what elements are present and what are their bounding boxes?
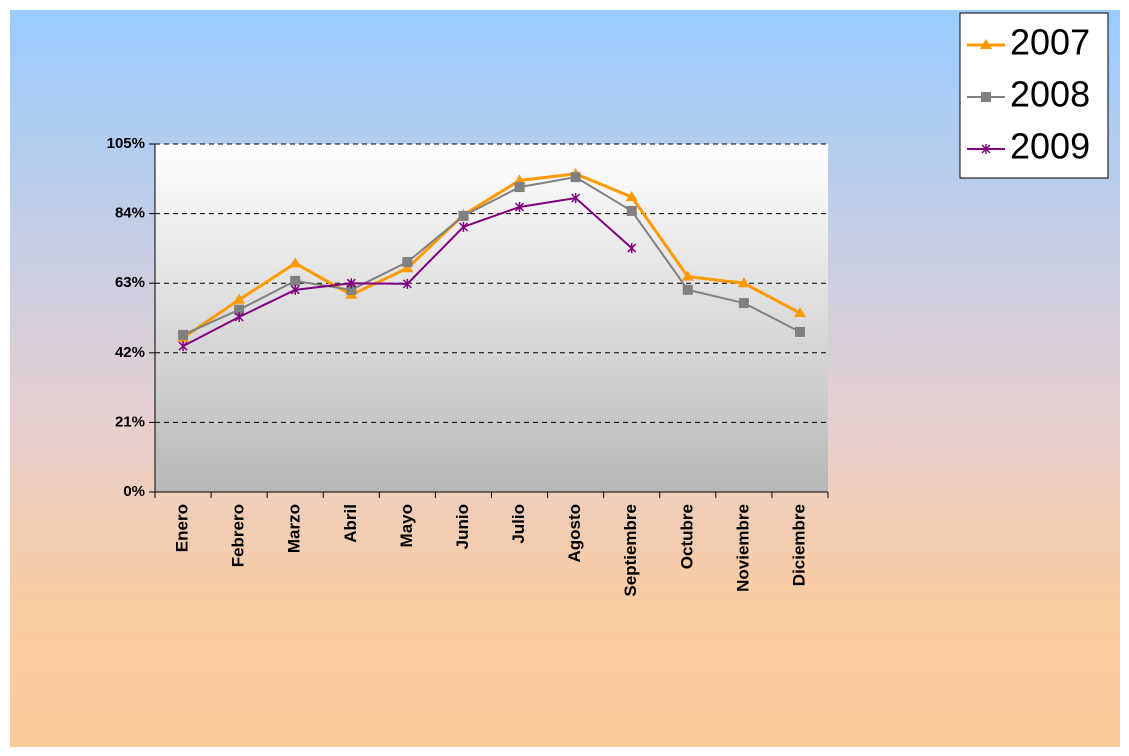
x-tick-label: Junio [453, 504, 472, 549]
point [178, 329, 189, 340]
point [401, 262, 414, 273]
x-tick-label: Marzo [285, 504, 304, 553]
point [627, 243, 637, 254]
x-tick-label: Julio [509, 504, 528, 544]
point [738, 298, 749, 309]
x-tick-label: Agosto [565, 504, 584, 563]
series-line [182, 172, 801, 340]
point [682, 284, 693, 295]
legend-label: 2009 [1010, 126, 1090, 167]
point [346, 284, 357, 295]
point [234, 304, 245, 315]
x-tick-label: Mayo [397, 504, 416, 547]
point [402, 278, 412, 289]
x-tick-label: Diciembre [789, 504, 808, 586]
y-tick-label: 105% [107, 135, 145, 152]
point [402, 256, 413, 267]
y-tick-label: 0% [123, 483, 145, 500]
point [178, 341, 188, 352]
point [290, 275, 301, 286]
legend-marker [980, 39, 992, 49]
legend-marker [981, 92, 991, 102]
point [794, 326, 805, 337]
point [233, 293, 246, 304]
point [346, 278, 356, 289]
point [514, 182, 525, 193]
legend-marker [981, 144, 991, 154]
x-tick-label: Abril [341, 504, 360, 543]
point [681, 270, 694, 281]
y-tick-label: 21% [115, 413, 145, 430]
point [626, 205, 637, 216]
x-tick-label: Enero [173, 504, 192, 552]
legend-label: 2008 [1010, 74, 1090, 115]
x-tick-label: Noviembre [733, 504, 752, 592]
point [625, 191, 638, 202]
point [570, 172, 581, 183]
x-tick-label: Septiembre [621, 504, 640, 597]
point [571, 193, 581, 204]
series-line [182, 176, 801, 336]
point [289, 257, 302, 268]
point [793, 307, 806, 318]
y-tick-label: 63% [115, 274, 145, 291]
y-tick-label: 84% [115, 205, 145, 222]
point [515, 201, 525, 212]
y-tick-label: 42% [115, 344, 145, 361]
point [737, 277, 750, 288]
x-tick-label: Octubre [677, 504, 696, 569]
x-tick-label: Febrero [229, 504, 248, 567]
point [458, 210, 469, 221]
point [234, 312, 244, 323]
legend-label: 2007 [1010, 22, 1090, 63]
point [513, 174, 526, 185]
point [290, 284, 300, 295]
point [458, 221, 468, 232]
